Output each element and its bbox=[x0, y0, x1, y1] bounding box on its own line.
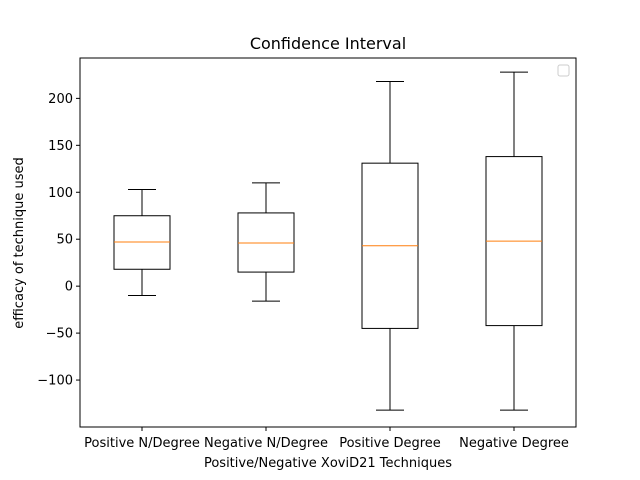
box-group bbox=[113, 188, 171, 297]
y-tick-label: 100 bbox=[48, 186, 73, 201]
y-tick-label: 0 bbox=[65, 280, 73, 295]
y-tick-label: 200 bbox=[48, 92, 73, 107]
y-tick-label: −50 bbox=[46, 327, 73, 342]
y-axis: −100 −50 0 50 100 150 200 bbox=[37, 92, 80, 389]
x-tick-label: Positive Degree bbox=[339, 436, 441, 451]
y-tick-label: −100 bbox=[37, 374, 73, 389]
x-tick-label: Negative Degree bbox=[459, 436, 569, 451]
box-group bbox=[485, 71, 543, 411]
x-tick-label: Positive N/Degree bbox=[84, 436, 200, 451]
boxes bbox=[113, 71, 543, 411]
box-group bbox=[361, 80, 419, 411]
legend-box bbox=[557, 64, 570, 77]
y-tick-label: 50 bbox=[56, 233, 73, 248]
x-axis-label: Positive/Negative XoviD21 Techniques bbox=[204, 456, 452, 471]
y-axis-label: efficacy of technique used bbox=[12, 157, 27, 329]
y-tick-label: 150 bbox=[48, 139, 73, 154]
box-group bbox=[237, 182, 295, 302]
x-axis: Positive N/Degree Negative N/Degree Positi… bbox=[84, 427, 569, 451]
x-tick-label: Negative N/Degree bbox=[204, 436, 328, 451]
chart-title: Confidence Interval bbox=[250, 34, 406, 53]
